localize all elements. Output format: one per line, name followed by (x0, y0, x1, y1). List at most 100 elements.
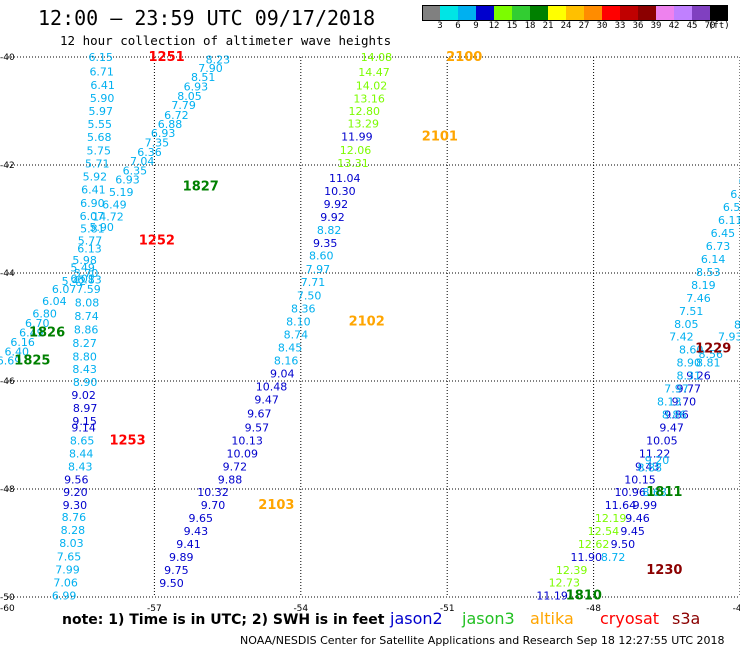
swh-label: 9.15 (72, 415, 97, 428)
swh-label: 6.71 (89, 66, 114, 79)
x-tick-label: -48 (586, 604, 601, 614)
swh-label: 9.26 (686, 370, 711, 383)
swh-label: 12.80 (348, 105, 380, 118)
colorbar-tick-label: 45 (686, 21, 698, 31)
swh-label: 8.19 (691, 279, 716, 292)
swh-label: 9.56 (64, 473, 89, 486)
colorbar-tick-label: 42 (668, 21, 680, 31)
colorbar-tick-label: 18 (524, 21, 536, 31)
swh-label: 6.35 (123, 164, 148, 177)
swh-label: 8.45 (278, 342, 303, 355)
swh-label: 5.19 (109, 186, 134, 199)
swh-label: 8.74 (284, 329, 309, 342)
swh-label: 6.36 (137, 146, 162, 159)
swh-label: 9.45 (620, 525, 645, 538)
colorbar-swatch (584, 5, 602, 21)
swh-label: 14.72 (92, 210, 124, 223)
swh-label: 10.15 (624, 473, 656, 486)
swh-label: 5.49 (70, 262, 95, 275)
swh-label: 2103 (258, 498, 294, 513)
swh-label: 1253 (109, 433, 145, 448)
swh-label: 5.81 (80, 223, 105, 236)
swh-label: 6.04 (42, 295, 67, 308)
swh-label: 8.60 (309, 250, 334, 263)
swh-label: 6.99 (52, 589, 77, 602)
swh-label: 12.19 (595, 512, 627, 525)
swh-label: 8.90 (73, 376, 98, 389)
swh-label: 8.23 (206, 54, 231, 67)
swh-label: 7.65 (57, 551, 82, 564)
swh-label: 6.45 (711, 227, 736, 240)
swh-label: 11.22 (639, 447, 671, 460)
swh-label: 2101 (422, 129, 458, 144)
colorbar-tick-label: 15 (506, 21, 518, 31)
colorbar-swatch (710, 5, 728, 21)
swh-label: 9.04 (270, 367, 295, 380)
swh-label: 8.10 (286, 316, 311, 329)
swh-label: 1252 (139, 234, 175, 249)
swh-label: 8.43 (68, 460, 93, 473)
colorbar-tick-label: 70 (704, 21, 716, 31)
swh-label: 10.48 (256, 380, 288, 393)
colorbar-swatch (440, 5, 458, 21)
swh-label: 6.40 (5, 345, 30, 358)
swh-label: 9.47 (659, 421, 684, 434)
swh-label: 10.13 (231, 434, 263, 447)
legend-entry-s3a: s3a (672, 609, 701, 628)
y-tick-label: -44 (0, 269, 15, 279)
swh-label: 11.64 (605, 499, 637, 512)
chart-subtitle: 12 hour collection of altimeter wave hei… (60, 33, 392, 48)
swh-label: 6.11 (718, 214, 740, 227)
y-tick-label: -40 (0, 53, 15, 63)
legend-entry-jason2: jason2 (390, 609, 443, 628)
swh-label: 8.88 (637, 461, 662, 474)
swh-label: 7.97 (664, 383, 689, 396)
swh-label: 8.43 (72, 363, 97, 376)
swh-label: 9.41 (176, 538, 201, 551)
swh-label: 6.88 (158, 118, 183, 131)
swh-label: 7.79 (171, 99, 196, 112)
swh-label: 8.65 (70, 434, 95, 447)
swh-label: 8.97 (73, 402, 98, 415)
swh-label: 9.75 (164, 564, 189, 577)
colorbar-tick-label: 39 (650, 21, 662, 31)
swh-label: 8.74 (74, 310, 99, 323)
swh-label: 5.42 (62, 275, 87, 288)
swh-label: 8.08 (75, 297, 100, 310)
footnote: note: 1) Time is in UTC; 2) SWH is in fe… (62, 612, 385, 628)
swh-label: 9.57 (245, 421, 270, 434)
swh-label: 1251 (149, 50, 185, 65)
swh-label: 7.04 (130, 155, 155, 168)
y-tick-label: -50 (0, 593, 15, 603)
corner-tick-label: -60 (0, 604, 15, 614)
colorbar-swatch (476, 5, 494, 21)
swh-label: 9.92 (324, 198, 349, 211)
swh-label: 10.32 (197, 486, 229, 499)
swh-label: 9.77 (677, 383, 702, 396)
swh-label: 7.97 (306, 263, 331, 276)
swh-label: 9.20 (645, 454, 670, 467)
swh-label: 8.05 (177, 90, 202, 103)
swh-label: 8.86 (74, 324, 99, 337)
swh-label: 8.13 (657, 396, 682, 409)
swh-label: 10.96 (614, 486, 646, 499)
swh-label: 5.71 (85, 157, 110, 170)
swh-label: 9.43 (184, 525, 209, 538)
swh-label: 7.46 (686, 292, 711, 305)
swh-label: 2102 (349, 315, 385, 330)
swh-label: 10.09 (226, 447, 258, 460)
swh-label: 5.90 (89, 221, 114, 234)
swh-label: 8.31 (677, 370, 702, 383)
swh-label: 6.07 (52, 283, 77, 296)
swh-label: 11.99 (341, 130, 373, 143)
swh-label: 6.41 (90, 79, 115, 92)
swh-label: 6.22 (730, 188, 740, 201)
swh-label: 11.90 (571, 551, 603, 564)
credit-footer: NOAA/NESDIS Center for Satellite Applica… (240, 634, 725, 647)
swh-label: 11.04 (329, 172, 361, 185)
swh-label: 5.55 (87, 118, 112, 131)
chart-title: 12:00 – 23:59 UTC 09/17/2018 (38, 6, 376, 30)
colorbar-tick-label: 12 (488, 21, 500, 31)
swh-label: 6.07 (80, 210, 105, 223)
colorbar-swatch (512, 5, 530, 21)
